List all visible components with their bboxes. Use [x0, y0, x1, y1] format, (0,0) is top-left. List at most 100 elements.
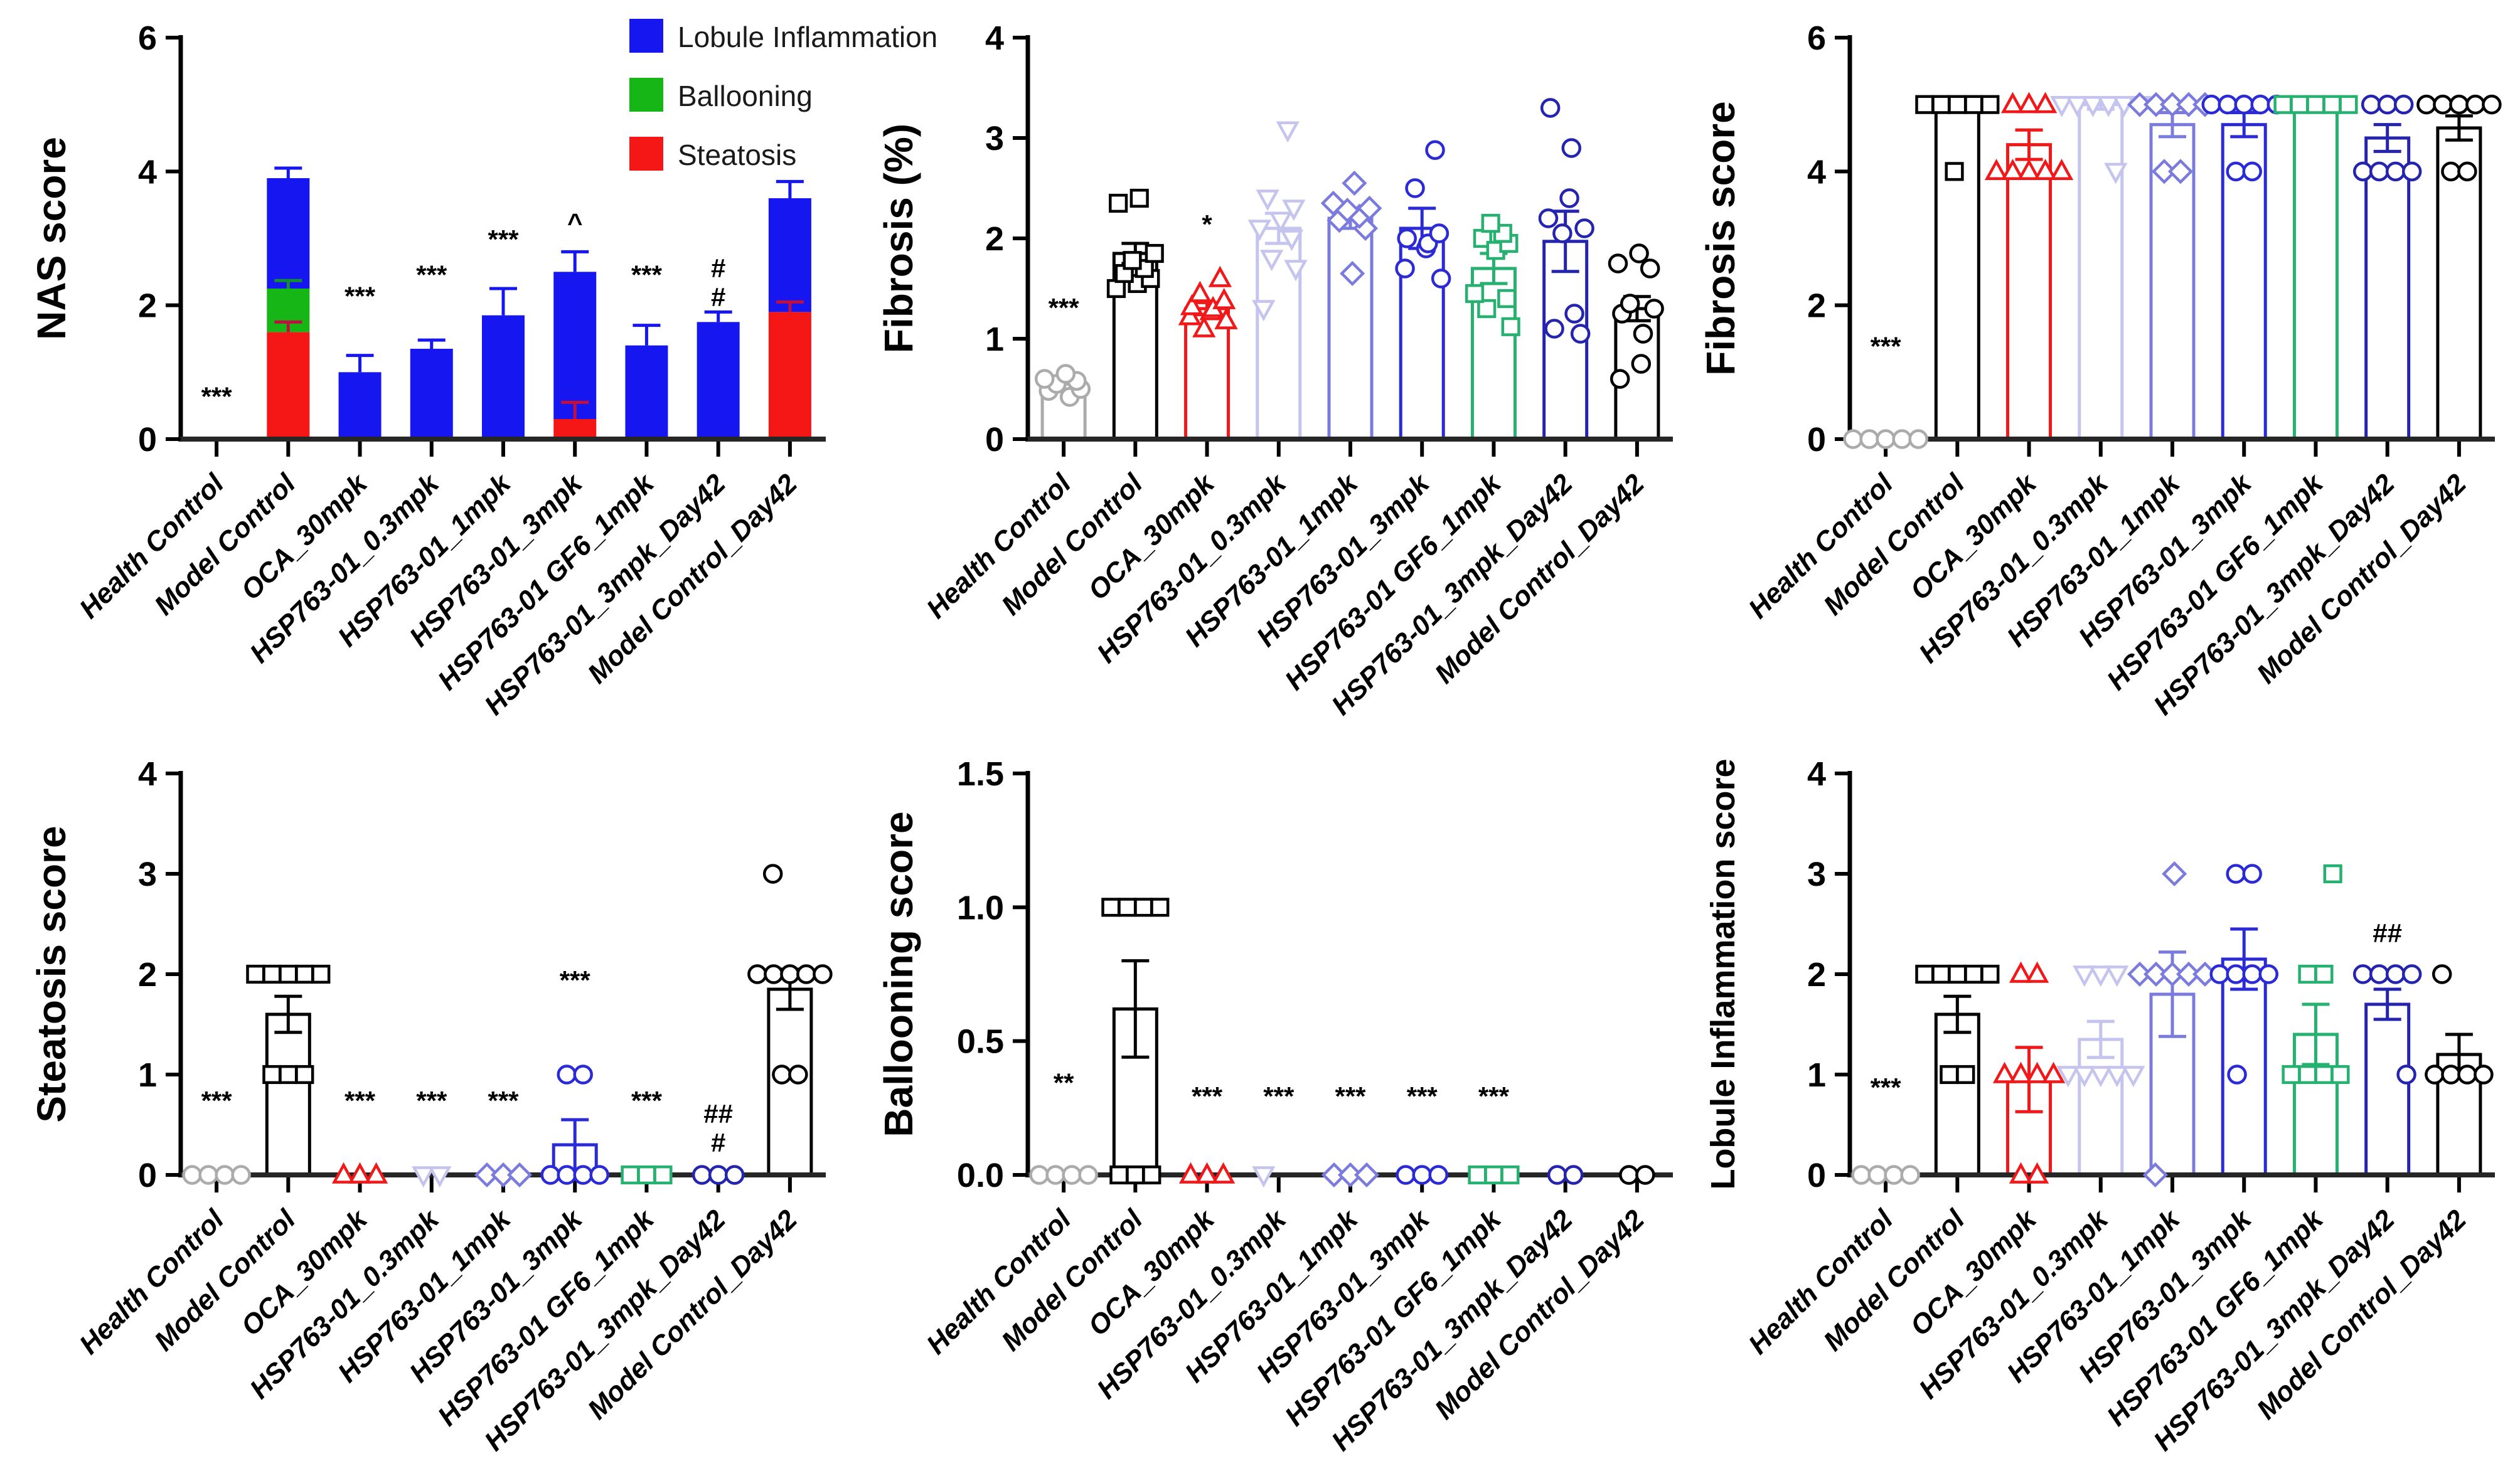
scatter-point: [2162, 861, 2187, 887]
chart-steatosis-score: 0 1 2 3 4 Health Control Model Control OCA_30mp…: [11, 736, 851, 1471]
bar-segment-lobule-inflammation: [338, 372, 382, 439]
significance-marker: **: [1054, 1068, 1074, 1098]
scatter-point: [2089, 965, 2113, 987]
y-tick-label: 4: [985, 19, 1004, 57]
scatter-point: [788, 1065, 808, 1085]
scatter-point: [1570, 324, 1591, 344]
scatter-point: [1256, 189, 1279, 211]
scatter-point: [1252, 1166, 1276, 1188]
scatter-point: [2033, 92, 2058, 114]
scatter-point: [2009, 961, 2033, 983]
y-tick-label: 4: [138, 153, 157, 191]
scatter-point: [2056, 1066, 2080, 1088]
scatter-point: [2330, 1065, 2350, 1085]
scatter-point: [2474, 1065, 2494, 1085]
scatter-point: [1915, 95, 1935, 114]
scatter-point: [2025, 1061, 2049, 1083]
significance-marker: ***: [1478, 1081, 1510, 1111]
bar-segment-lobule-inflammation: [553, 272, 597, 419]
scatter-point: [1644, 299, 1664, 319]
scatter-point: [764, 964, 784, 984]
y-tick-label: 3: [1807, 856, 1826, 893]
scatter-point: [1552, 223, 1572, 243]
scatter-point: [1279, 230, 1304, 252]
scatter-point: [573, 1165, 593, 1185]
scatter-point: [2167, 159, 2194, 184]
scatter-point: [2449, 94, 2469, 115]
scatter-point: [2361, 94, 2381, 115]
scatter-point: [2385, 964, 2406, 984]
chart-fibrosis-percent: 0 1 2 3 4 Health Control Model Control OCA_30mp…: [858, 0, 1698, 735]
scatter-point: [2176, 92, 2202, 117]
scatter-point: [2432, 964, 2452, 984]
legend-label: Lobule Inflammation: [678, 21, 937, 53]
scatter-point: [1931, 964, 1951, 984]
scatter-point: [1851, 1165, 1871, 1185]
scatter-point: [182, 1165, 202, 1185]
significance-marker: ***: [1263, 1081, 1295, 1111]
y-tick-label: 1: [985, 321, 1004, 358]
bar: [1934, 103, 1980, 441]
scatter-point: [311, 964, 331, 984]
scatter-point: [2401, 161, 2422, 182]
scatter-point: [1247, 220, 1272, 242]
significance-marker: #: [711, 282, 725, 312]
scatter-point: [2352, 964, 2373, 984]
bar: [2006, 143, 2053, 441]
x-category-label: OCA_30mpk: [1904, 1203, 2043, 1342]
chart-lobule-inflammation-score: 0 1 2 3 4 Health Control Model Control OCA_30mp…: [1680, 736, 2520, 1471]
scatter-point: [1544, 319, 1564, 339]
bar-segment-steatosis: [553, 419, 597, 439]
scatter-point: [2096, 95, 2120, 117]
scatter-point: [2009, 1061, 2033, 1083]
scatter-point: [780, 964, 800, 984]
scatter-point: [1867, 1165, 1887, 1185]
y-axis-title: Fibrosis (%): [876, 124, 921, 353]
x-category-label: OCA_30mpk: [235, 1203, 374, 1342]
scatter-point: [2242, 964, 2262, 984]
scatter-point: [772, 1065, 792, 1085]
bar: [2221, 957, 2267, 1177]
scatter-point: [2017, 159, 2041, 181]
scatter-point: [1497, 289, 1517, 309]
x-category-label: OCA_30mpk: [1082, 1203, 1221, 1342]
legend-label: Ballooning: [678, 80, 813, 112]
scatter-point: [2482, 94, 2502, 115]
significance-marker: ***: [1871, 332, 1902, 361]
scatter-point: [2226, 964, 2246, 984]
scatter-point: [1892, 429, 1912, 449]
scatter-point: [1045, 1165, 1065, 1185]
scatter-point: [2025, 961, 2049, 983]
significance-marker: *: [1202, 210, 1212, 239]
scatter-point: [637, 1165, 656, 1185]
scatter-point: [2065, 95, 2090, 117]
scatter-point: [1431, 268, 1451, 289]
scatter-point: [2323, 864, 2342, 884]
significance-marker: ***: [344, 282, 376, 311]
scatter-point: [279, 1065, 298, 1085]
bar: [2078, 1038, 2124, 1177]
scatter-point: [1252, 300, 1276, 322]
bar-segment-steatosis: [768, 312, 811, 439]
scatter-point: [279, 964, 298, 984]
y-axis-title: Fibrosis score: [1698, 101, 1743, 376]
scatter-point: [2298, 1065, 2317, 1085]
scatter-point: [2122, 1066, 2145, 1088]
scatter-point: [2104, 162, 2128, 184]
scatter-point: [1425, 140, 1445, 160]
scatter-point: [2127, 961, 2153, 987]
scatter-point: [1501, 317, 1520, 336]
scatter-point: [1178, 1162, 1203, 1184]
scatter-point: [2073, 1066, 2096, 1088]
scatter-point: [1635, 1165, 1655, 1185]
y-tick-label: 0: [138, 421, 157, 459]
significance-marker: ***: [201, 1086, 233, 1115]
significance-marker: ##: [703, 1099, 733, 1128]
scatter-point: [1212, 288, 1236, 309]
scatter-point: [2176, 961, 2202, 987]
scatter-point: [198, 1165, 218, 1185]
bar-segment-lobule-inflammation: [267, 178, 310, 289]
scatter-point: [1468, 1165, 1487, 1185]
